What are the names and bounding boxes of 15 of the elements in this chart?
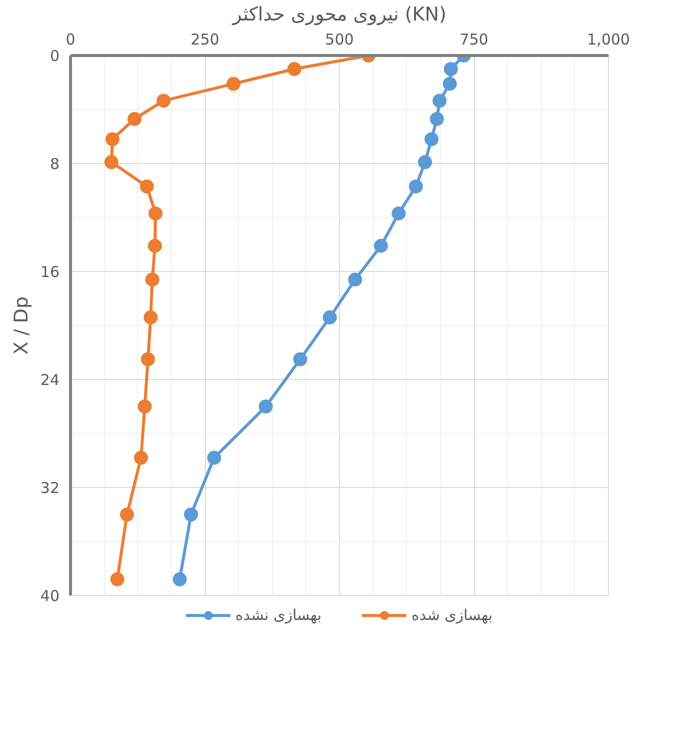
legend-label: بهسازی شده <box>412 606 493 624</box>
y-tick-label: 0 <box>50 47 60 65</box>
x-tick-label: 1,000 <box>587 30 630 48</box>
x-tick-label: 250 <box>190 30 220 48</box>
y-axis-title: X / Dp <box>10 296 32 355</box>
legend-label: بهسازی نشده <box>235 606 322 624</box>
y-tick-label: 8 <box>50 155 60 173</box>
y-tick-label: 24 <box>40 371 60 389</box>
y-tick-label: 16 <box>40 263 60 281</box>
x-axis-title: نیروی محوری حداکثر (KN) <box>232 4 446 26</box>
x-tick-label: 500 <box>325 30 354 48</box>
x-tick-label: 750 <box>460 30 488 48</box>
x-tick-label: 0 <box>66 30 76 48</box>
y-tick-label: 40 <box>40 587 60 605</box>
y-tick-label: 32 <box>40 479 60 497</box>
